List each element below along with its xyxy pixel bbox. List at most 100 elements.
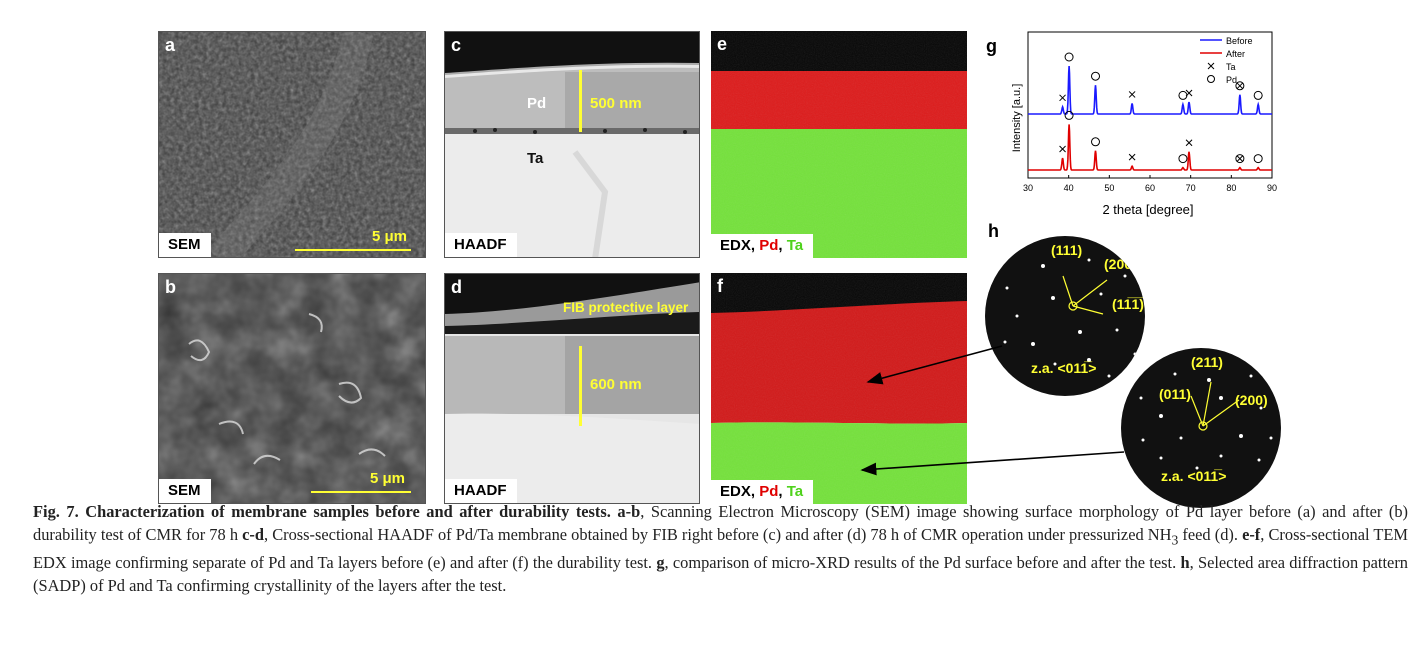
pd-peak-marker xyxy=(1235,154,1245,164)
legend-pd-marker xyxy=(1207,75,1215,83)
scale-bar-label: 5 μm xyxy=(371,228,407,245)
legend-ta-marker xyxy=(1207,62,1215,70)
caption-text: , Cross-sectional HAADF of Pd/Ta membran… xyxy=(264,525,1172,544)
panel-a-sem: a SEM 5 μm xyxy=(158,31,426,258)
zone-axis-label: z.a. <011̅> xyxy=(1161,468,1227,484)
spot-label: (11̅1̅) xyxy=(1112,296,1144,312)
caption-label: e-f xyxy=(1242,525,1261,544)
figure-caption: Fig. 7. Characterization of membrane sam… xyxy=(33,500,1408,597)
spot-label: (211) xyxy=(1191,354,1223,370)
caption-label: a-b xyxy=(617,502,641,521)
pd-peak-marker xyxy=(1178,154,1188,164)
pd-peak-marker xyxy=(1253,154,1263,164)
edx-map-f xyxy=(711,273,967,504)
panel-tag: EDX, Pd, Ta xyxy=(711,234,814,258)
caption-text: , Cross-sectional TEM EDX image confirmi… xyxy=(33,525,1408,573)
pd-peak-marker xyxy=(1091,71,1101,81)
x-tick-label: 40 xyxy=(1064,183,1074,193)
thickness-bar xyxy=(579,346,582,426)
x-tick-label: 80 xyxy=(1226,183,1236,193)
scale-bar xyxy=(295,249,411,251)
thickness-label: 500 nm xyxy=(590,95,642,112)
edx-map-e xyxy=(711,31,967,258)
x-tick-label: 30 xyxy=(1023,183,1033,193)
thickness-label: 600 nm xyxy=(590,376,642,393)
caption-text: , Scanning Electron Microscopy (SEM) ima… xyxy=(33,502,1409,544)
series-line-before xyxy=(1028,65,1272,115)
panel-tag: SEM xyxy=(159,479,211,503)
tag-pd: Pd xyxy=(759,237,779,254)
x-axis-label: 2 theta [degree] xyxy=(1102,202,1193,217)
panel-label: f xyxy=(717,276,723,296)
panel-e-edx: e EDX, Pd, Ta xyxy=(711,31,967,258)
ta-peak-marker xyxy=(1128,91,1136,98)
panel-tag: SEM xyxy=(159,233,211,257)
panel-label: c xyxy=(451,35,462,55)
x-tick-label: 50 xyxy=(1104,183,1114,193)
panel-tag: EDX, Pd, Ta xyxy=(711,480,814,504)
pd-peak-marker xyxy=(1235,81,1245,91)
panel-label: d xyxy=(451,277,462,297)
panel-label-h: h xyxy=(988,221,999,241)
pd-peak-marker xyxy=(1091,137,1101,147)
ta-peak-marker xyxy=(1236,155,1244,162)
panel-b-sem: b SEM 5 μm xyxy=(158,273,426,504)
tag-pd: Pd xyxy=(759,483,779,500)
fib-layer-label: FIB protective layer xyxy=(563,300,689,315)
caption-label: c-d xyxy=(242,525,264,544)
x-tick-label: 90 xyxy=(1267,183,1277,193)
legend-entry: Pd xyxy=(1226,75,1237,85)
tag-sep: , xyxy=(778,237,787,254)
ta-peak-marker xyxy=(1185,89,1193,97)
tag-prefix: EDX, xyxy=(720,237,760,254)
caption-subscript: 3 xyxy=(1171,532,1179,548)
legend-entry: After xyxy=(1226,49,1245,59)
legend-entry: Before xyxy=(1226,36,1253,46)
pd-layer-label: Pd xyxy=(527,95,547,112)
scale-bar xyxy=(311,491,411,493)
sem-texture-b xyxy=(159,274,425,503)
xrd-chart: 30 40 50 60 70 80 90 Before After Ta Pd 2 theta [d… xyxy=(1011,31,1277,217)
legend-entry: Ta xyxy=(1226,62,1236,72)
panel-label-g: g xyxy=(986,36,997,56)
panel-d-haadf: d FIB protective layer 600 nm HAADF xyxy=(444,273,700,504)
scale-bar-label: 5 μm xyxy=(369,470,405,487)
sadp-pd: (111) (200) (11̅1̅) z.a. <011̅> xyxy=(985,236,1145,396)
caption-title: Characterization of membrane samples bef… xyxy=(85,502,611,521)
panel-tag: HAADF xyxy=(445,233,517,257)
thickness-bar xyxy=(579,70,582,132)
caption-label: h xyxy=(1180,553,1190,573)
ta-layer-label: Ta xyxy=(527,150,544,167)
panel-label: e xyxy=(717,34,728,54)
tag-ta: Ta xyxy=(786,237,804,254)
ta-peak-marker xyxy=(1185,139,1193,147)
pd-peak-marker xyxy=(1064,52,1074,62)
x-tick-label: 60 xyxy=(1145,183,1155,193)
ta-peak-marker xyxy=(1059,145,1066,153)
spot-label: (111) xyxy=(1051,242,1083,258)
tag-ta: Ta xyxy=(786,483,804,500)
caption-text: , Selected area diffraction pattern (SAD… xyxy=(33,553,1408,596)
caption-text: feed (d). xyxy=(1178,525,1243,544)
sadp-pd-spots xyxy=(1003,258,1137,378)
spot-label: (011) xyxy=(1159,386,1191,402)
spot-label: (200) xyxy=(1235,392,1268,408)
caption-label: g xyxy=(656,553,665,573)
spot-label: (200) xyxy=(1104,256,1137,272)
sem-texture-a xyxy=(159,32,425,257)
panel-tag: HAADF xyxy=(445,479,517,503)
x-tick-label: 70 xyxy=(1186,183,1196,193)
panel-f-edx: f EDX, Pd, Ta xyxy=(711,273,967,504)
ta-peak-marker xyxy=(1236,82,1244,90)
tag-prefix: EDX, xyxy=(720,483,760,500)
tag-sep: , xyxy=(778,483,787,500)
pd-peak-marker xyxy=(1178,90,1188,100)
zone-axis-label: z.a. <011̅> xyxy=(1031,360,1097,376)
haadf-image-c xyxy=(445,32,699,257)
caption-text: , comparison of micro-XRD results of the… xyxy=(664,553,1181,573)
caption-fig-number: Fig. 7. xyxy=(33,502,79,521)
series-line-after xyxy=(1028,124,1272,171)
panel-c-haadf: c Pd Ta 500 nm HAADF xyxy=(444,31,700,258)
y-axis-label: Intensity [a.u.] xyxy=(1011,84,1023,152)
sadp-ta: (211) (011) (200) z.a. <011̅> xyxy=(1121,348,1281,508)
